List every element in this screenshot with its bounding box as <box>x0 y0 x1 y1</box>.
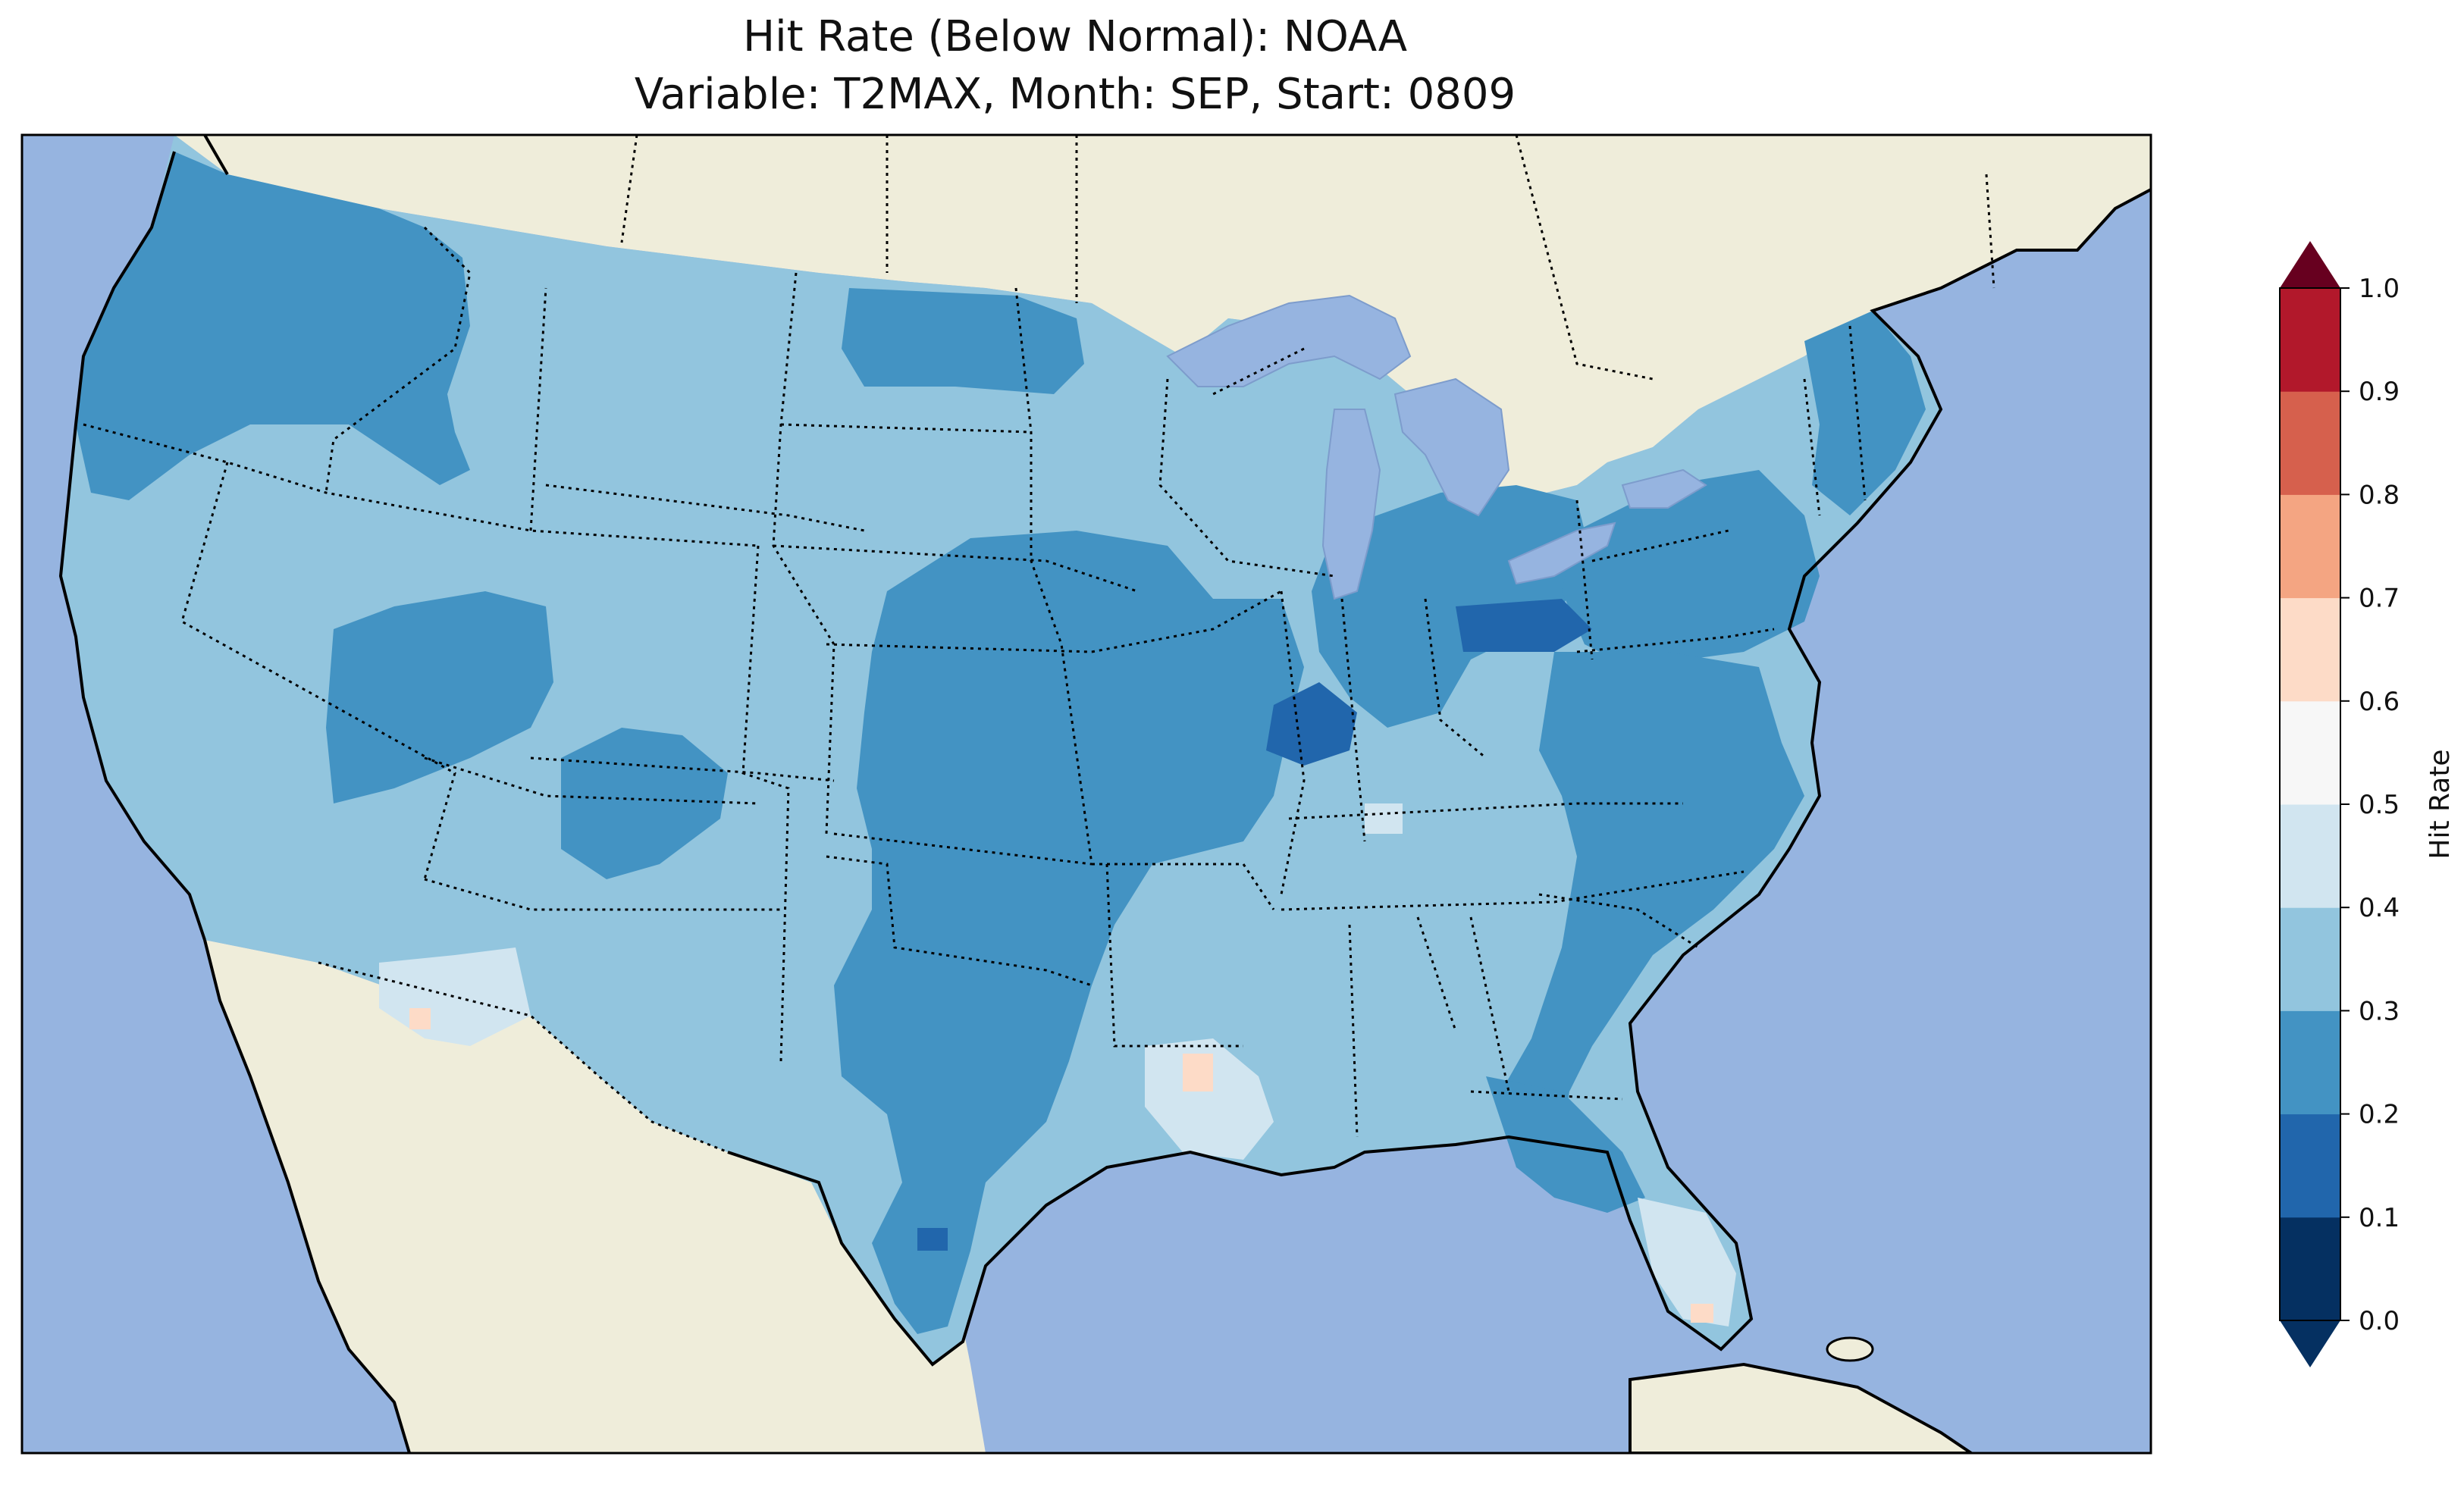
colorbar-bins <box>2280 288 2340 1321</box>
colorbar-tick-label: 0.3 <box>2359 996 2400 1026</box>
colorbar-tick-label: 1.0 <box>2359 274 2400 304</box>
colorbar-bin-3 <box>2280 907 2340 1011</box>
colorbar-bin-2 <box>2280 1010 2340 1115</box>
great-lakes <box>1166 294 1707 600</box>
cuba-land <box>1629 1362 1974 1453</box>
colorbar-tick-label: 0.8 <box>2359 480 2400 510</box>
colorbar-tick-label: 0.5 <box>2359 790 2400 820</box>
colorbar-bin-4 <box>2280 804 2340 908</box>
mexico-land <box>205 940 986 1453</box>
canada-land <box>174 135 2151 561</box>
colorbar-bin-8 <box>2280 391 2340 495</box>
colorbar-tick-label: 0.2 <box>2359 1100 2400 1130</box>
coastlines <box>58 135 2151 1453</box>
lake-ontario <box>1621 468 1707 509</box>
colorbar-bin-1 <box>2280 1113 2340 1218</box>
colorbar-tick-label: 0.7 <box>2359 584 2400 614</box>
bahamas-island <box>1826 1336 1874 1362</box>
colorbar-bin-0 <box>2280 1217 2340 1321</box>
hit-rate-0.6-0.7-spots <box>409 1008 1713 1323</box>
lake-michigan <box>1321 409 1381 600</box>
map-frame <box>20 133 2152 1455</box>
colorbar-bin-5 <box>2280 700 2340 805</box>
colorbar-bin-9 <box>2280 288 2340 392</box>
hit-rate-0.4-0.5-patches <box>379 803 1736 1326</box>
colorbar-bin-7 <box>2280 494 2340 599</box>
lake-superior <box>1166 294 1412 387</box>
state-borders <box>83 226 1867 1138</box>
colorbar-tick-label: 0.6 <box>2359 687 2400 717</box>
hit-rate-0.1-0.2-patches <box>917 599 1592 1251</box>
chart-title-line1: Hit Rate (Below Normal): NOAA <box>742 12 1408 61</box>
colorbar-tick-label: 0.0 <box>2359 1306 2400 1336</box>
colorbar-extend-min <box>2280 1320 2340 1367</box>
colorbar-label: Hit Rate <box>2425 749 2456 859</box>
lake-huron <box>1393 377 1510 517</box>
colorbar-extend-max <box>2280 241 2340 288</box>
colorbar-bin-6 <box>2280 597 2340 702</box>
colorbar-tick-label: 0.1 <box>2359 1203 2400 1233</box>
colorbar-ticks: 0.0 0.1 0.2 0.3 0.4 0.5 0.6 0.7 0.8 0.9 1.0 <box>2340 274 2400 1336</box>
colorbar-tick-label: 0.4 <box>2359 893 2400 923</box>
international-borders <box>318 135 1995 1154</box>
colorbar-tick-label: 0.9 <box>2359 377 2400 407</box>
hit-rate-0.2-0.3-patches <box>76 152 1926 1334</box>
chart-title-line2: Variable: T2MAX, Month: SEP, Start: 0809 <box>634 70 1516 119</box>
lake-erie <box>1507 521 1616 585</box>
